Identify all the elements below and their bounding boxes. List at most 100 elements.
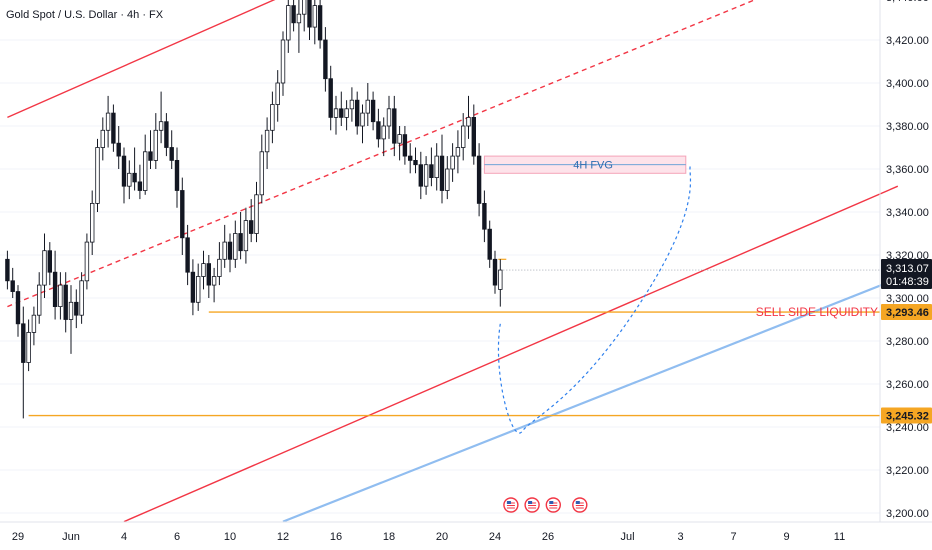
candle (254, 181, 259, 243)
candle (429, 147, 434, 187)
candle-down (471, 117, 476, 157)
candle (471, 104, 476, 165)
candle (227, 233, 233, 273)
candle-up (100, 129, 105, 148)
candle (328, 65, 333, 131)
candle-up (26, 331, 31, 363)
candle (450, 143, 455, 182)
candle (455, 130, 461, 174)
candle (296, 0, 302, 53)
candle (333, 95, 339, 135)
candle (370, 91, 376, 131)
y-tick-label: 3,200.00 (886, 508, 929, 520)
candle (185, 224, 190, 286)
candle-down (482, 202, 487, 230)
annotations: 4H FVG (497, 160, 692, 513)
y-tick-label: 3,440.00 (886, 0, 929, 4)
candle (339, 91, 344, 126)
candle (211, 267, 217, 303)
x-tick-label: 11 (834, 531, 845, 543)
candle-down (323, 39, 328, 80)
support-line (282, 277, 899, 523)
y-tick-label: 3,380.00 (886, 121, 929, 133)
candle-up (344, 108, 349, 118)
y-tick-label: 3,420.00 (886, 35, 929, 47)
level-badge (881, 407, 932, 424)
y-tick-label: 3,300.00 (886, 293, 929, 305)
candle-down (238, 233, 243, 252)
candle-down (476, 155, 482, 204)
y-tick-label: 3,280.00 (886, 336, 929, 348)
x-tick-label: 9 (783, 531, 789, 543)
sell-side-liquidity-label: SELL SIDE LIQUIDITY (756, 305, 878, 319)
candle-up (397, 134, 402, 144)
candle-up (450, 155, 455, 170)
candle-up (195, 276, 201, 303)
candle-down (10, 280, 15, 292)
candle-up (333, 108, 339, 118)
candle-down (164, 121, 169, 148)
drawings (7, 0, 899, 523)
candle-up (233, 233, 238, 260)
candle (360, 104, 365, 144)
candle-up (79, 280, 84, 316)
candle-down (413, 159, 418, 166)
candle-down (291, 5, 296, 24)
x-tick-label: 6 (174, 531, 180, 543)
candle-up (90, 202, 95, 243)
candle-down (439, 155, 445, 191)
current-price-badge (881, 259, 932, 290)
candle-up (243, 220, 249, 252)
event-flag-canton (575, 501, 580, 504)
candle (498, 259, 503, 307)
candle-down (487, 228, 492, 260)
candle (312, 0, 317, 45)
candle-up (58, 284, 63, 308)
candle (270, 91, 275, 144)
event-flag-icon[interactable] (572, 497, 588, 513)
candle-up (259, 151, 264, 196)
candle (68, 285, 74, 354)
candle (10, 267, 15, 298)
candle-down (402, 134, 408, 157)
y-tick-label: 3,400.00 (886, 78, 929, 90)
candle-up (280, 39, 286, 84)
candle (386, 95, 392, 139)
candle-up (423, 164, 429, 187)
x-tick-label: 3 (677, 531, 683, 543)
event-flag-icon[interactable] (524, 497, 540, 513)
candle (116, 126, 121, 169)
candle (264, 117, 270, 169)
candle (487, 220, 492, 268)
candle-up (37, 284, 42, 316)
level-badge (881, 304, 932, 321)
candle (423, 156, 429, 195)
candle (90, 190, 95, 255)
candle-down (227, 241, 233, 260)
candle-up (275, 82, 280, 105)
candle-up (312, 5, 317, 28)
x-tick-label: 7 (730, 531, 736, 543)
x-tick-label: 24 (489, 531, 501, 543)
candle-up (105, 112, 111, 131)
level-badge-text: 3,293.46 (886, 307, 929, 319)
candle-down (206, 263, 211, 286)
event-flag-icon[interactable] (545, 497, 561, 513)
channel-line (7, 0, 276, 119)
event-flag-canton (528, 501, 533, 504)
candle (365, 83, 370, 126)
candle (317, 0, 323, 49)
candle-down (116, 142, 121, 157)
candle (460, 113, 466, 161)
candle-up (254, 194, 259, 234)
candle (153, 113, 158, 169)
candle-down (190, 271, 196, 303)
candle (233, 220, 238, 268)
candle-down (376, 121, 381, 140)
price-badges: 3,245.32 3,293.46 SELL SIDE LIQUIDITY 3,313… (756, 259, 932, 424)
event-flag-icon[interactable] (503, 497, 519, 513)
candle (42, 233, 47, 298)
candle-up (68, 301, 74, 320)
